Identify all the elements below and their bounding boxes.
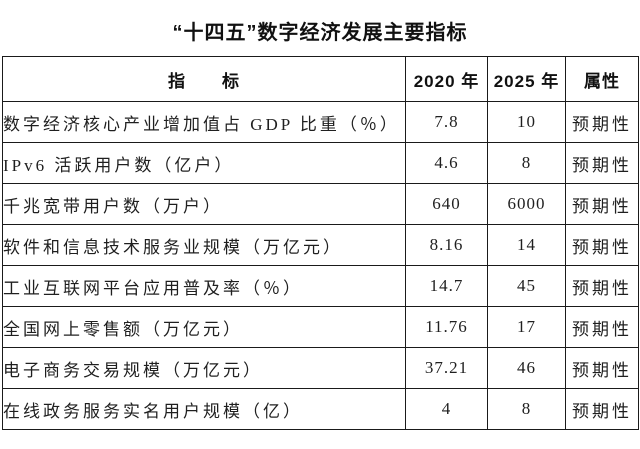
table-row: IPv6 活跃用户数（亿户） 4.6 8 预期性 (2, 142, 639, 184)
value-2025-cell: 17 (487, 306, 566, 348)
attribute-cell: 预期性 (565, 101, 639, 143)
value-2020-cell: 8.16 (405, 224, 488, 266)
value-2020-cell: 640 (405, 183, 488, 225)
table-row: 电子商务交易规模（万亿元） 37.21 46 预期性 (2, 347, 639, 389)
value-2020-cell: 7.8 (405, 101, 488, 143)
value-2020-cell: 4.6 (405, 142, 488, 184)
table-row: 全国网上零售额（万亿元） 11.76 17 预期性 (2, 306, 639, 348)
attribute-cell: 预期性 (565, 265, 639, 307)
header-row: 指 标 2020 年 2025 年 属性 (2, 56, 639, 102)
table-row: 在线政务服务实名用户规模（亿） 4 8 预期性 (2, 388, 639, 430)
indicator-cell: 软件和信息技术服务业规模（万亿元） (2, 224, 406, 266)
value-2025-cell: 8 (487, 388, 566, 430)
column-header-2025: 2025 年 (487, 56, 566, 102)
column-header-attribute: 属性 (565, 56, 639, 102)
value-2020-cell: 11.76 (405, 306, 488, 348)
page-title: “十四五”数字经济发展主要指标 (172, 22, 468, 44)
indicator-cell: 全国网上零售额（万亿元） (2, 306, 406, 348)
value-2025-cell: 46 (487, 347, 566, 389)
value-2025-cell: 6000 (487, 183, 566, 225)
column-header-2020: 2020 年 (405, 56, 488, 102)
indicator-cell: 千兆宽带用户数（万户） (2, 183, 406, 225)
attribute-cell: 预期性 (565, 388, 639, 430)
value-2025-cell: 45 (487, 265, 566, 307)
indicators-table: 指 标 2020 年 2025 年 属性 数字经济核心产业增加值占 GDP 比重… (2, 56, 639, 430)
attribute-cell: 预期性 (565, 142, 639, 184)
attribute-cell: 预期性 (565, 183, 639, 225)
indicator-cell: IPv6 活跃用户数（亿户） (2, 142, 406, 184)
document-page: “十四五”数字经济发展主要指标 指 标 2020 年 2025 年 属性 数字经… (0, 16, 640, 430)
value-2025-cell: 10 (487, 101, 566, 143)
table-row: 数字经济核心产业增加值占 GDP 比重（％） 7.8 10 预期性 (2, 101, 639, 143)
indicator-cell: 电子商务交易规模（万亿元） (2, 347, 406, 389)
table-row: 千兆宽带用户数（万户） 640 6000 预期性 (2, 183, 639, 225)
value-2025-cell: 14 (487, 224, 566, 266)
value-2025-cell: 8 (487, 142, 566, 184)
table-row: 软件和信息技术服务业规模（万亿元） 8.16 14 预期性 (2, 224, 639, 266)
value-2020-cell: 14.7 (405, 265, 488, 307)
table-body: 数字经济核心产业增加值占 GDP 比重（％） 7.8 10 预期性 IPv6 活… (2, 101, 639, 430)
indicator-cell: 工业互联网平台应用普及率（％） (2, 265, 406, 307)
indicator-cell: 数字经济核心产业增加值占 GDP 比重（％） (2, 101, 406, 143)
indicator-cell: 在线政务服务实名用户规模（亿） (2, 388, 406, 430)
value-2020-cell: 37.21 (405, 347, 488, 389)
table-row: 工业互联网平台应用普及率（％） 14.7 45 预期性 (2, 265, 639, 307)
attribute-cell: 预期性 (565, 347, 639, 389)
column-header-indicator: 指 标 (2, 56, 406, 102)
attribute-cell: 预期性 (565, 306, 639, 348)
attribute-cell: 预期性 (565, 224, 639, 266)
value-2020-cell: 4 (405, 388, 488, 430)
